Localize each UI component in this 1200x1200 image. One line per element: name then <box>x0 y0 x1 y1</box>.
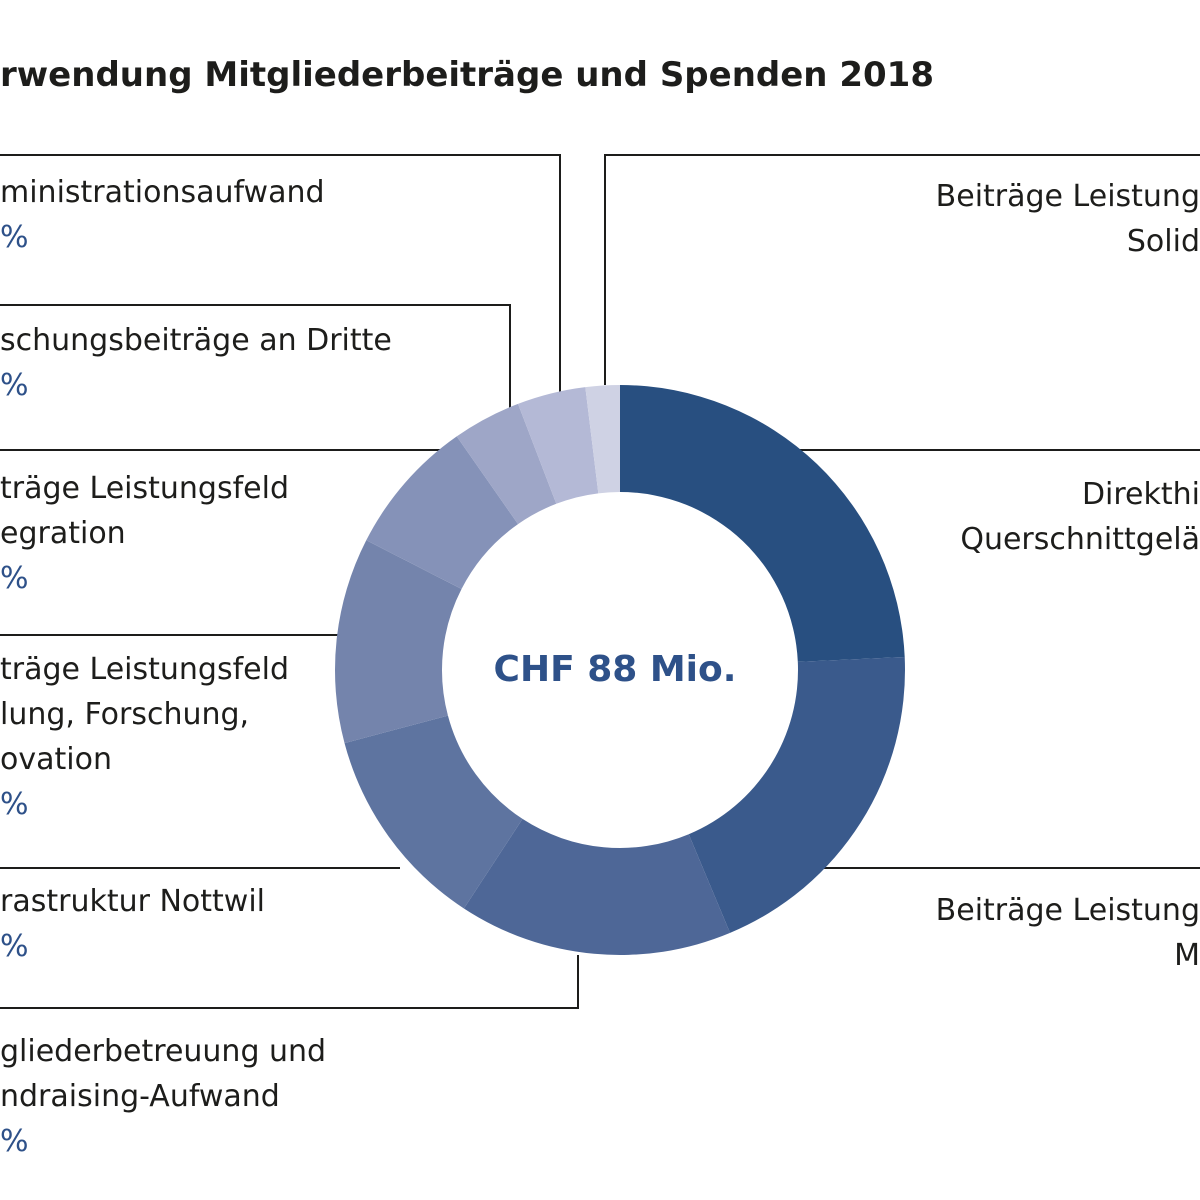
label-percent: % <box>0 561 29 596</box>
label-mitgliederbetreuung: gliederbetreuung und ndraising-Aufwand % <box>0 1029 326 1164</box>
donut-slice-3 <box>463 818 731 955</box>
label-line: träge Leistungsfeld <box>0 652 289 687</box>
label-line: Beiträge Leistung <box>935 893 1200 928</box>
label-direkthilfe: Direkthi Querschnittgelä <box>960 472 1200 562</box>
donut-slice-7 <box>456 403 557 525</box>
leader-box-administrationsaufwand <box>0 154 561 400</box>
leader-box-solidaritaet <box>604 154 1200 385</box>
label-integration: träge Leistungsfeld egration % <box>0 466 289 601</box>
label-bildung-forschung-innovation: träge Leistungsfeld lung, Forschung, ova… <box>0 647 289 827</box>
label-line: träge Leistungsfeld <box>0 471 289 506</box>
donut-slice-1 <box>620 385 905 662</box>
donut-slice-2 <box>688 656 905 933</box>
leader-box-mitgliederbetreuung <box>0 955 579 1009</box>
label-line: lung, Forschung, <box>0 697 250 732</box>
donut-center-label: CHF 88 Mio. <box>493 649 737 690</box>
donut-slice-9 <box>585 385 620 494</box>
donut-slice-5 <box>334 540 462 744</box>
label-forschungsbeitraege: schungsbeiträge an Dritte % <box>0 318 392 408</box>
label-line: Solid <box>1126 224 1200 259</box>
label-line: ovation <box>0 742 112 777</box>
label-percent: % <box>0 220 29 255</box>
label-line: ndraising-Aufwand <box>0 1079 280 1114</box>
label-line: schungsbeiträge an Dritte <box>0 323 392 358</box>
label-medizin: Beiträge Leistung M <box>936 888 1200 978</box>
label-percent: % <box>0 929 29 964</box>
label-line: egration <box>0 516 126 551</box>
label-infrastruktur-nottwil: rastruktur Nottwil % <box>0 879 265 969</box>
label-line: Querschnittgelä <box>960 522 1200 557</box>
leader-lines <box>0 154 1200 1009</box>
label-line: Beiträge Leistung <box>935 179 1200 214</box>
leader-box-forschungsbeitraege <box>0 304 511 410</box>
donut-slice-6 <box>366 436 519 589</box>
chart-title: rwendung Mitgliederbeiträge und Spenden … <box>0 55 934 95</box>
label-percent: % <box>0 368 29 403</box>
label-percent: % <box>0 1124 29 1159</box>
label-administrationsaufwand: ministrationsaufwand % <box>0 170 325 260</box>
label-percent: % <box>0 787 29 822</box>
donut-slice-8 <box>518 387 599 504</box>
donut-chart <box>334 385 905 955</box>
label-line: Direkthi <box>1081 477 1200 512</box>
donut-slice-4 <box>344 715 523 909</box>
label-line: M <box>1174 938 1200 973</box>
label-line: gliederbetreuung und <box>0 1034 327 1069</box>
label-solidaritaet: Beiträge Leistung Solid <box>936 174 1200 264</box>
label-line: rastruktur Nottwil <box>0 884 266 919</box>
label-line: ministrationsaufwand <box>0 175 325 210</box>
